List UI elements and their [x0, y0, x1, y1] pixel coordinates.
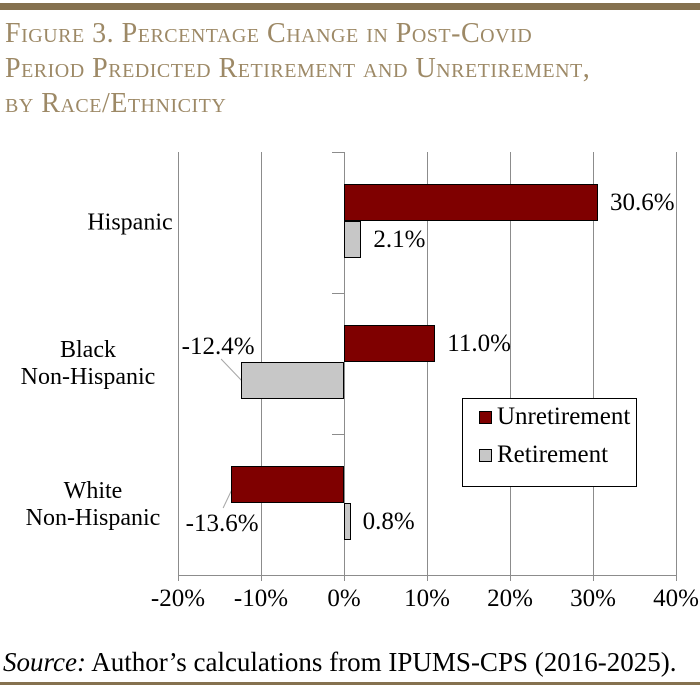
- x-axis-tick: [427, 575, 428, 581]
- bottom-rule: [0, 682, 700, 685]
- gridline: [427, 152, 428, 575]
- gridline: [510, 152, 511, 575]
- x-tick-label: -10%: [233, 585, 289, 612]
- legend-label: Retirement: [497, 441, 609, 468]
- source-text: Author’s calculations from IPUMS-CPS (20…: [85, 647, 677, 677]
- value-label-retirement-black-non-hispanic: -12.4%: [181, 333, 255, 360]
- x-axis-tick: [178, 575, 179, 581]
- gridline: [178, 152, 179, 575]
- category-label-line: Non-Hispanic: [25, 504, 161, 531]
- source-note: Source: Author’s calculations from IPUMS…: [3, 646, 676, 679]
- x-tick-label: 10%: [404, 585, 450, 612]
- gridline: [676, 152, 677, 575]
- bar-retirement-hispanic: [344, 221, 362, 258]
- x-tick-label: -20%: [150, 585, 206, 612]
- bar-unretirement-white-non-hispanic: [231, 466, 344, 503]
- legend: Unretirement Retirement: [462, 398, 637, 487]
- category-label-line: Non-Hispanic: [20, 363, 156, 390]
- category-axis-tick: [332, 152, 344, 153]
- top-rule: [0, 3, 700, 10]
- source-label: Source:: [3, 647, 86, 677]
- x-axis-tick: [261, 575, 262, 581]
- bar-unretirement-hispanic: [344, 184, 598, 221]
- x-tick-label: 30%: [570, 585, 616, 612]
- value-label-retirement-white-non-hispanic: 0.8%: [362, 507, 415, 535]
- gridline: [593, 152, 594, 575]
- x-axis-tick: [344, 575, 345, 581]
- value-label-unretirement-white-non-hispanic: -13.6%: [185, 510, 259, 537]
- category-axis-tick: [332, 293, 344, 294]
- legend-item-unretirement: Unretirement: [479, 403, 631, 430]
- gridline: [344, 152, 345, 575]
- category-label-line: Hispanic: [87, 209, 173, 235]
- x-axis-tick: [676, 575, 677, 581]
- x-tick-label: 0%: [327, 585, 361, 612]
- leader-line: [220, 358, 243, 382]
- figure-title-line-2: Period Predicted Retirement and Unretire…: [5, 53, 591, 84]
- x-axis-tick: [510, 575, 511, 581]
- x-tick-label: 40%: [653, 585, 699, 612]
- figure-title: Figure 3. Percentage Change in Post-Covi…: [5, 16, 590, 121]
- category-label-black-non-hispanic: Black Non-Hispanic: [21, 337, 156, 391]
- category-label-white-non-hispanic: White Non-Hispanic: [26, 478, 161, 532]
- category-axis-tick: [332, 434, 344, 435]
- x-axis-line: [178, 575, 677, 576]
- x-tick-label: 20%: [487, 585, 533, 612]
- bar-unretirement-black-non-hispanic: [344, 325, 436, 362]
- category-label-line: Black: [60, 336, 116, 363]
- legend-item-retirement: Retirement: [479, 441, 609, 468]
- value-label-retirement-hispanic: 2.1%: [373, 225, 426, 253]
- x-axis-tick: [593, 575, 594, 581]
- category-label-line: White: [63, 477, 123, 504]
- figure-title-line-3: by Race/Ethnicity: [5, 88, 227, 119]
- bar-retirement-white-non-hispanic: [344, 503, 351, 540]
- value-label-unretirement-hispanic: 30.6%: [609, 188, 675, 216]
- legend-label: Unretirement: [497, 403, 631, 430]
- bar-retirement-black-non-hispanic: [241, 362, 344, 399]
- value-label-unretirement-black-non-hispanic: 11.0%: [447, 329, 511, 357]
- figure-title-line-1: Figure 3. Percentage Change in Post-Covi…: [5, 18, 533, 49]
- legend-swatch-unretirement: [479, 410, 492, 424]
- category-label-hispanic: Hispanic: [87, 209, 172, 236]
- legend-swatch-retirement: [479, 448, 492, 462]
